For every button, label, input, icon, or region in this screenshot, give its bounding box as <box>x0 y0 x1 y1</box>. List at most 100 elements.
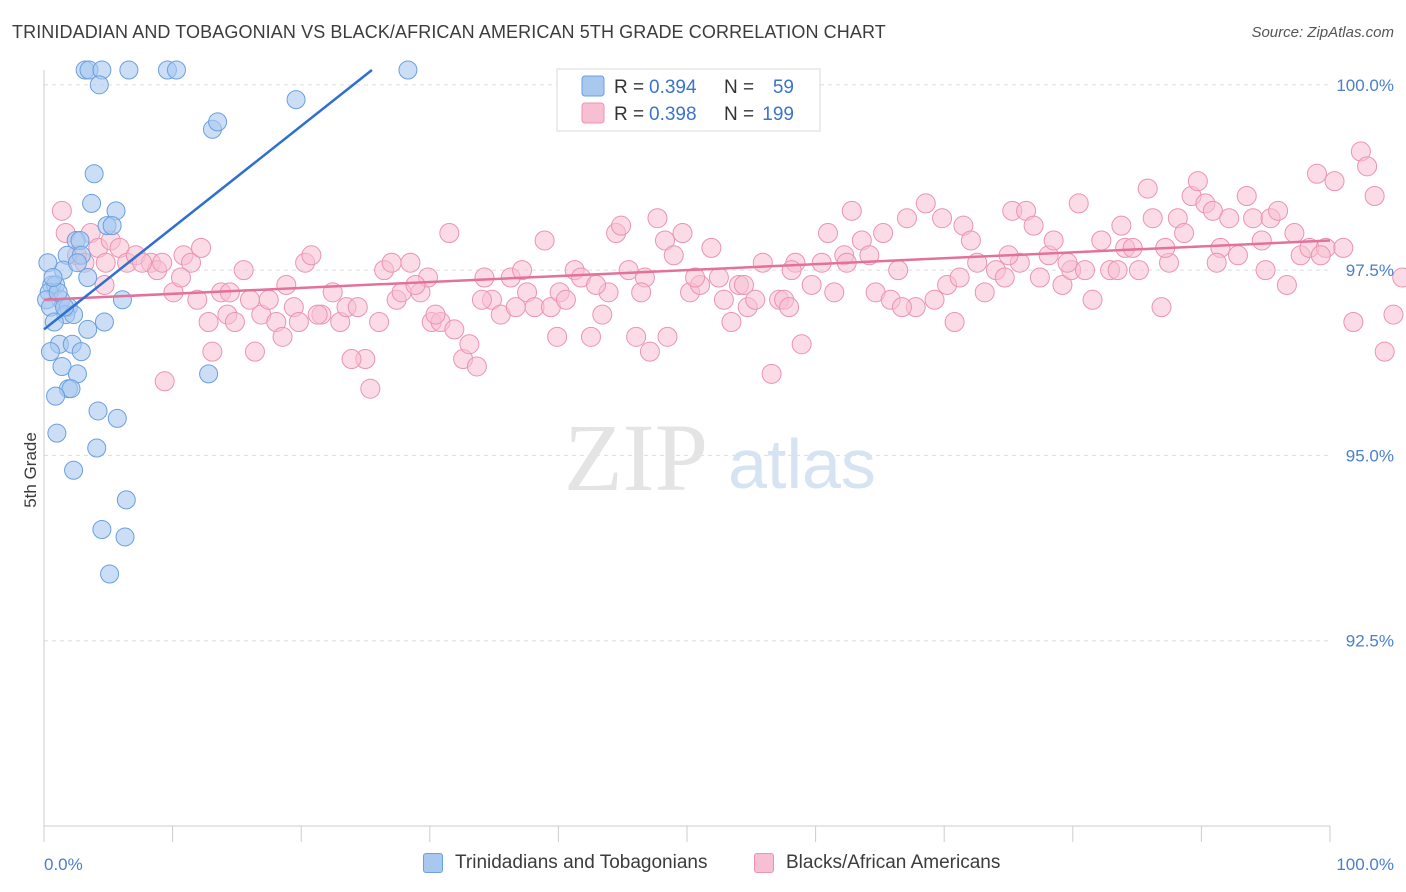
pink-point-87 <box>721 312 742 332</box>
blue-point-41 <box>199 364 219 384</box>
pink-point-19 <box>202 341 223 362</box>
legend-bottom: Trinidadians and Tobagonians Blacks/Afri… <box>0 852 1406 878</box>
pink-point-126 <box>1023 215 1044 236</box>
y-axis-label: 5th Grade <box>21 432 40 508</box>
watermark-atlas: atlas <box>728 425 876 503</box>
blue-point-51 <box>92 520 112 540</box>
legend-item-blacks: Blacks/African Americans <box>754 852 1000 874</box>
pink-point-199 <box>1111 215 1132 236</box>
blue-point-44 <box>46 386 66 406</box>
pink-point-154 <box>1236 186 1257 206</box>
pink-point-50 <box>439 223 460 244</box>
pink-point-130 <box>1052 274 1073 295</box>
pink-point-112 <box>915 193 936 214</box>
blue-point-7 <box>89 75 109 95</box>
pink-point-76 <box>639 341 660 362</box>
pink-point-167 <box>1343 312 1364 332</box>
pink-point-69 <box>592 304 613 325</box>
pink-point-78 <box>654 230 675 251</box>
pink-point-68 <box>581 326 602 347</box>
pink-point-181 <box>276 274 297 295</box>
pink-point-186 <box>471 289 492 310</box>
pink-point-133 <box>1075 260 1096 281</box>
blue-point-38 <box>40 342 60 362</box>
pink-point-180 <box>239 289 260 310</box>
blue-point-8 <box>286 90 306 110</box>
blue-point-46 <box>107 408 127 428</box>
pink-point-37 <box>347 297 368 318</box>
blue-point-37 <box>71 342 91 362</box>
pink-point-170 <box>1364 186 1385 206</box>
blue-point-6 <box>398 60 418 80</box>
pink-point-189 <box>586 274 607 295</box>
legend-item-trinidadians: Trinidadians and Tobagonians <box>423 852 707 874</box>
chart-source: Source: ZipAtlas.com <box>1251 24 1394 41</box>
pink-point-169 <box>1357 156 1378 177</box>
pink-point-110 <box>896 208 917 229</box>
blue-point-15 <box>102 216 122 236</box>
pink-point-24 <box>244 341 265 362</box>
pink-point-18 <box>198 312 219 332</box>
pink-point-73 <box>618 260 639 281</box>
legend-n-value-2: 199 <box>762 104 794 125</box>
pink-point-26 <box>258 289 279 310</box>
blue-point-5 <box>166 60 186 80</box>
pink-point-159 <box>1276 274 1297 295</box>
pink-series-points <box>51 141 1406 399</box>
y-tick-label-2: 95.0% <box>1346 446 1394 465</box>
pink-point-150 <box>1202 200 1223 221</box>
pink-point-148 <box>1187 171 1208 192</box>
pink-point-72 <box>611 215 632 236</box>
pink-point-203 <box>1310 245 1331 266</box>
blue-point-50 <box>116 490 136 510</box>
pink-point-173 <box>1392 267 1406 288</box>
pink-point-16 <box>181 252 202 273</box>
pink-point-101 <box>824 282 845 303</box>
pink-point-105 <box>859 245 880 266</box>
pink-point-55 <box>474 267 495 288</box>
pink-point-91 <box>752 252 773 273</box>
pink-point-22 <box>224 312 245 332</box>
pink-point-153 <box>1227 245 1248 266</box>
blue-point-56 <box>67 253 87 273</box>
pink-point-142 <box>1142 208 1163 229</box>
pink-point-134 <box>1082 289 1103 310</box>
pink-point-74 <box>626 326 647 347</box>
legend-r-label-2: R = <box>614 104 644 125</box>
pink-point-116 <box>944 312 965 332</box>
x-ticks <box>43 826 1331 842</box>
y-tick-labels: 100.0% 97.5% 95.0% 92.5% <box>1336 76 1394 651</box>
pink-point-127 <box>1029 267 1050 288</box>
pink-point-107 <box>873 223 894 244</box>
blue-point-11 <box>84 164 104 184</box>
blue-point-49 <box>64 460 84 480</box>
pink-point-45 <box>400 252 421 273</box>
pink-point-42 <box>381 252 402 273</box>
pink-point-160 <box>1284 223 1305 244</box>
blue-point-39 <box>52 356 72 376</box>
pink-point-202 <box>1255 260 1276 281</box>
y-tick-label-0: 100.0% <box>1336 76 1394 95</box>
pink-point-92 <box>761 363 782 384</box>
legend-label-blacks: Blacks/African Americans <box>786 852 1001 873</box>
blue-point-52 <box>115 527 135 547</box>
pink-point-39 <box>360 378 381 399</box>
pink-point-114 <box>932 208 953 229</box>
legend-box: R = 0.394 N = 59 R = 0.398 N = 199 <box>556 68 821 132</box>
pink-point-100 <box>817 223 838 244</box>
watermark-zip: ZIP <box>564 404 708 511</box>
pink-point-98 <box>801 274 822 295</box>
blue-point-47 <box>47 423 67 443</box>
pink-point-132 <box>1068 193 1089 214</box>
blue-point-3 <box>119 60 139 80</box>
pink-point-192 <box>733 274 754 295</box>
pink-point-65 <box>555 289 576 310</box>
pink-point-140 <box>1128 260 1149 281</box>
pink-point-163 <box>1306 163 1327 184</box>
pink-point-59 <box>512 260 533 281</box>
pink-point-118 <box>960 230 981 251</box>
pink-point-187 <box>505 297 526 318</box>
pink-point-40 <box>369 312 390 332</box>
pink-point-84 <box>701 237 722 258</box>
pink-point-17 <box>191 237 212 258</box>
